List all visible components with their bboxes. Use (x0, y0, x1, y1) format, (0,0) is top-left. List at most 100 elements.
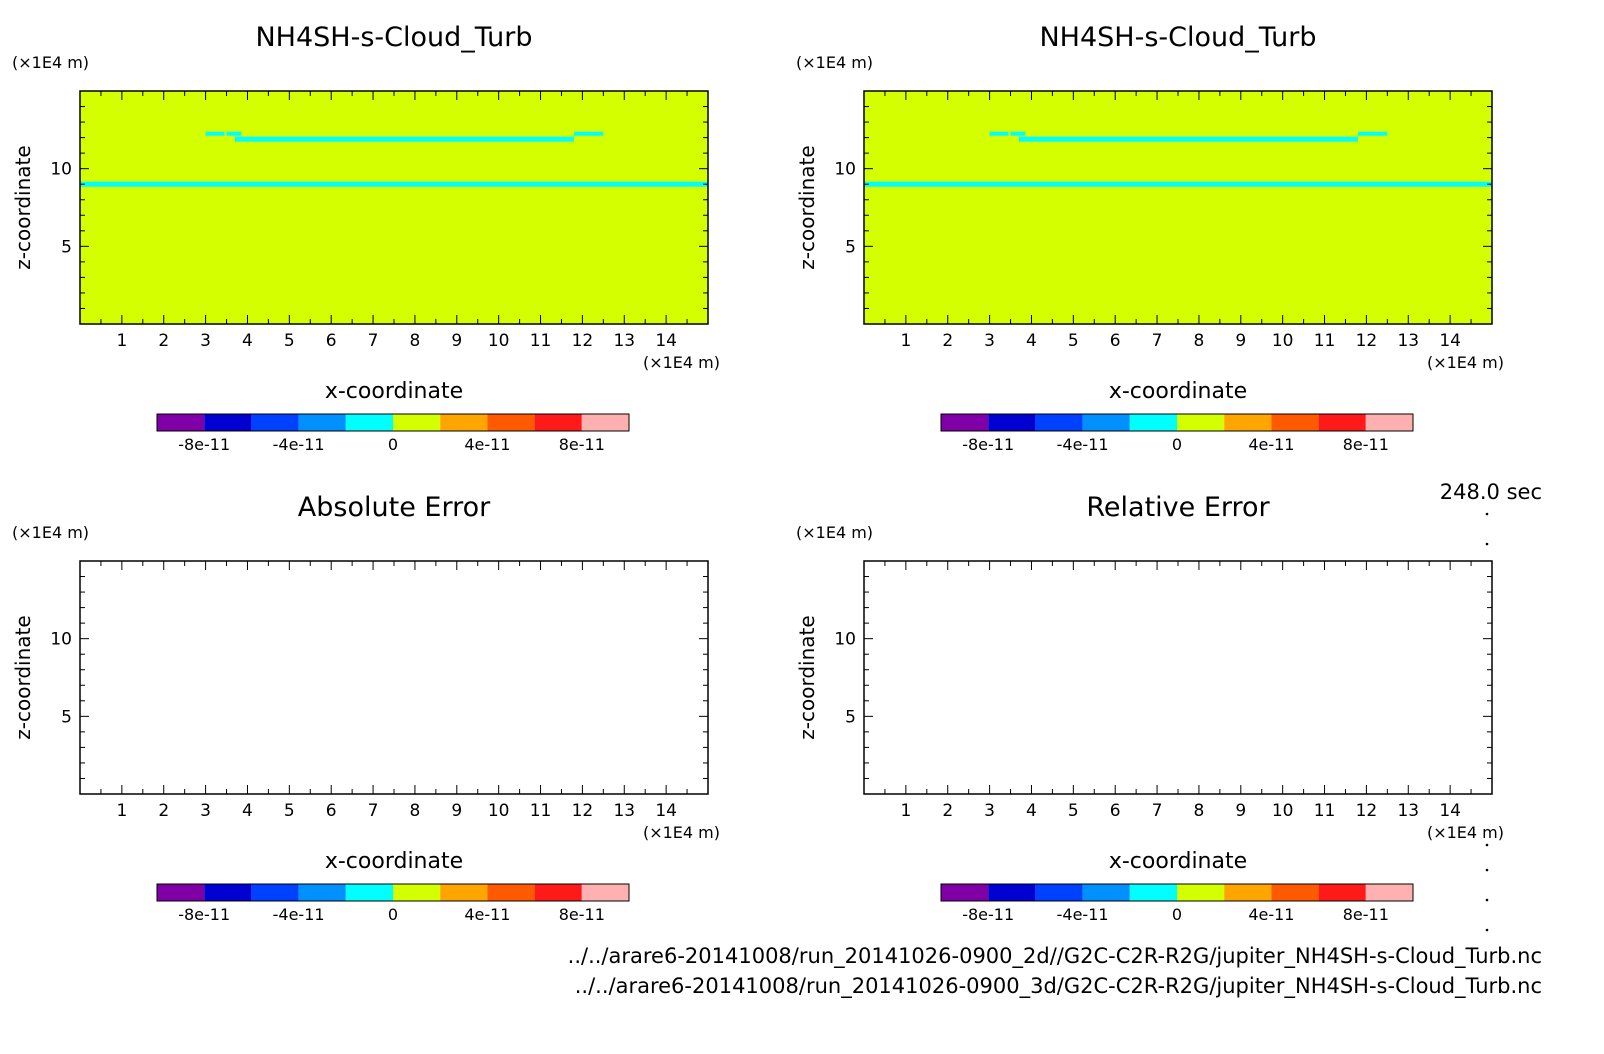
x-tick-label: 14 (1439, 331, 1461, 351)
x-tick-label: 13 (1397, 801, 1419, 821)
colorbar-swatch (298, 414, 346, 431)
x-tick-label: 2 (942, 331, 953, 351)
x-tick-label: 4 (1026, 801, 1037, 821)
x-tick-label: 4 (1026, 331, 1037, 351)
colorbar-swatch (487, 414, 535, 431)
y-tick-label: 10 (834, 630, 856, 650)
panel-title: NH4SH-s-Cloud_Turb (255, 22, 532, 53)
x-tick-label: 10 (488, 801, 510, 821)
colorbar-tick-label: 4e-11 (464, 905, 510, 924)
colorbar-tick-label: 0 (1172, 435, 1182, 454)
x-tick-label: 6 (1110, 331, 1121, 351)
y-axis-label: z-coordinate (795, 145, 819, 269)
colorbar-tick-label: 0 (1172, 905, 1182, 924)
colorbar-swatch (1129, 884, 1177, 901)
y-unit-label: (×1E4 m) (12, 523, 89, 542)
y-unit-label: (×1E4 m) (796, 53, 873, 72)
colorbar-tick-label: -8e-11 (962, 905, 1014, 924)
colorbar-swatch (1177, 414, 1225, 431)
colorbar-swatch (941, 414, 989, 431)
cloud-patch-1 (205, 131, 225, 136)
x-tick-label: 5 (284, 801, 295, 821)
x-tick-label: 9 (451, 801, 462, 821)
x-tick-label: 1 (116, 331, 127, 351)
y-tick-label: 10 (834, 160, 856, 180)
file-path-2d: ../../arare6-20141008/run_20141026-0900_… (567, 944, 1542, 968)
colorbar-swatch (1082, 884, 1130, 901)
cloud-patch-2 (1010, 131, 1026, 136)
panel-title: Absolute Error (298, 492, 491, 523)
colorbar-frame (156, 883, 630, 902)
x-tick-label: 6 (326, 801, 337, 821)
plot-frame (863, 560, 1493, 795)
margin-dot (1485, 928, 1489, 932)
colorbar-tick-label: -8e-11 (178, 435, 230, 454)
x-tick-label: 7 (368, 801, 379, 821)
margin-dot (1485, 843, 1489, 847)
x-tick-label: 8 (410, 331, 421, 351)
y-axis-label: z-coordinate (11, 145, 35, 269)
colorbar-swatch (1177, 884, 1225, 901)
colorbar-swatch (988, 414, 1036, 431)
colorbar-swatch (1224, 414, 1272, 431)
x-tick-label: 9 (1235, 801, 1246, 821)
colorbar-swatch (1318, 414, 1366, 431)
x-axis-label: x-coordinate (325, 849, 463, 874)
field-background (864, 91, 1492, 324)
colorbar-tick-label: 8e-11 (559, 905, 605, 924)
x-tick-label: 4 (242, 331, 253, 351)
x-tick-label: 12 (1356, 801, 1378, 821)
x-tick-label: 13 (613, 331, 635, 351)
cloud-patch-2 (226, 131, 242, 136)
colorbar-swatch (581, 884, 629, 901)
colorbar-swatch (1318, 884, 1366, 901)
x-tick-label: 3 (984, 331, 995, 351)
colorbar-swatch (1082, 414, 1130, 431)
x-tick-label: 7 (1152, 331, 1163, 351)
colorbar-swatch (581, 414, 629, 431)
colorbar-swatch (534, 414, 582, 431)
x-tick-label: 13 (1397, 331, 1419, 351)
colorbar-swatch (345, 414, 393, 431)
colorbar-swatch (204, 414, 252, 431)
y-unit-label: (×1E4 m) (796, 523, 873, 542)
x-tick-label: 14 (1439, 801, 1461, 821)
x-tick-label: 11 (1314, 801, 1336, 821)
y-tick-label: 10 (50, 630, 72, 650)
x-axis-label: x-coordinate (325, 379, 463, 404)
colorbar-swatch (157, 414, 205, 431)
x-tick-label: 13 (613, 801, 635, 821)
field-background (80, 91, 708, 324)
x-axis-label: x-coordinate (1109, 849, 1247, 874)
cloud-patch-1 (989, 131, 1009, 136)
time-label: 248.0 sec (1439, 480, 1542, 504)
colorbar-swatch (204, 884, 252, 901)
x-tick-label: 4 (242, 801, 253, 821)
cloud-band-1 (864, 181, 1492, 187)
file-path-3d: ../../arare6-20141008/run_20141026-0900_… (574, 974, 1542, 998)
colorbar-swatch (1271, 884, 1319, 901)
x-tick-label: 10 (1272, 801, 1294, 821)
colorbar-tick-label: 8e-11 (1343, 905, 1389, 924)
x-unit-label: (×1E4 m) (643, 353, 720, 372)
colorbar-tick-label: 4e-11 (1248, 905, 1294, 924)
colorbar-swatch (345, 884, 393, 901)
x-tick-label: 6 (1110, 801, 1121, 821)
plot-frame (79, 560, 709, 795)
cloud-patch-3 (1358, 131, 1371, 136)
x-tick-label: 5 (1068, 331, 1079, 351)
y-tick-label: 5 (61, 707, 72, 727)
x-tick-label: 3 (984, 801, 995, 821)
colorbar-tick-label: 0 (388, 905, 398, 924)
panel-4: Relative Error(×1E4 m)1 2 3 4 5 6 7 8 9 10 11 12 13 1… (795, 492, 1504, 924)
colorbar-swatch (534, 884, 582, 901)
x-tick-label: 8 (1194, 801, 1205, 821)
margin-dot (1485, 542, 1489, 546)
x-tick-label: 10 (488, 331, 510, 351)
x-tick-label: 2 (158, 801, 169, 821)
colorbar-tick-label: 8e-11 (1343, 435, 1389, 454)
x-tick-label: 2 (158, 331, 169, 351)
x-axis-label: x-coordinate (1109, 379, 1247, 404)
colorbar-swatch (1271, 414, 1319, 431)
